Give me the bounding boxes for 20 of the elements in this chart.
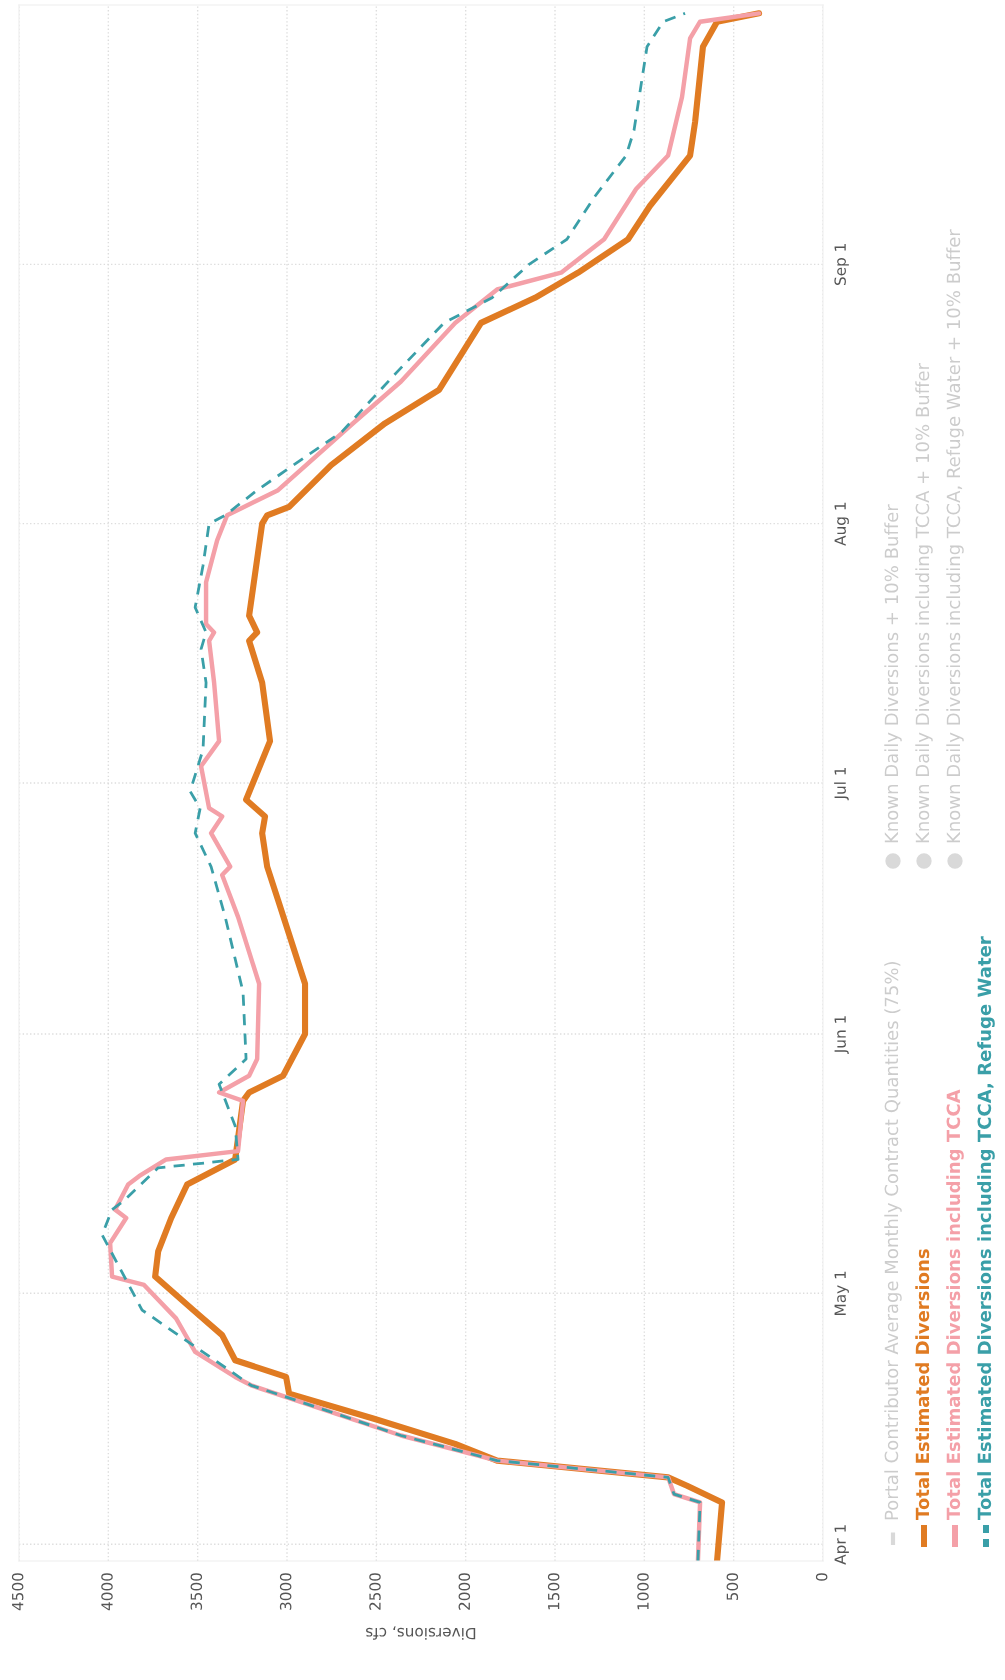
x-tick-label: 4500 [11,1573,24,1611]
y-tick-label: Sep 1 [834,244,849,286]
text: Total Estimated Diversions including TCCA [946,1089,964,1520]
x-tick-label: 3000 [279,1573,292,1610]
x-tick-label: 3500 [190,1573,203,1610]
y-tick-label: Jul 1 [834,767,849,801]
y-tick-label: Aug 1 [834,502,849,546]
y-tick-label: Apr 1 [834,1525,849,1565]
x-tick-label: 1500 [547,1573,560,1610]
text: Total Estimated Diversions [915,1249,930,1520]
x-tick-label: 0 [815,1573,828,1581]
y-tick-label: Jun 1 [834,1016,849,1054]
x-tick-label: 2500 [369,1573,381,1610]
x-axis-title: Diversions, cfs [366,1626,476,1640]
x-tick-label: 2000 [458,1573,471,1610]
x-tick-label: 4000 [101,1573,113,1611]
y-tick-label: May 1 [834,1271,849,1315]
text: Total Estimated Diversions including TCCA, Refuge Water [977,936,995,1520]
x-tick-label: 1000 [637,1573,649,1610]
x-tick-label: 500 [726,1573,739,1601]
